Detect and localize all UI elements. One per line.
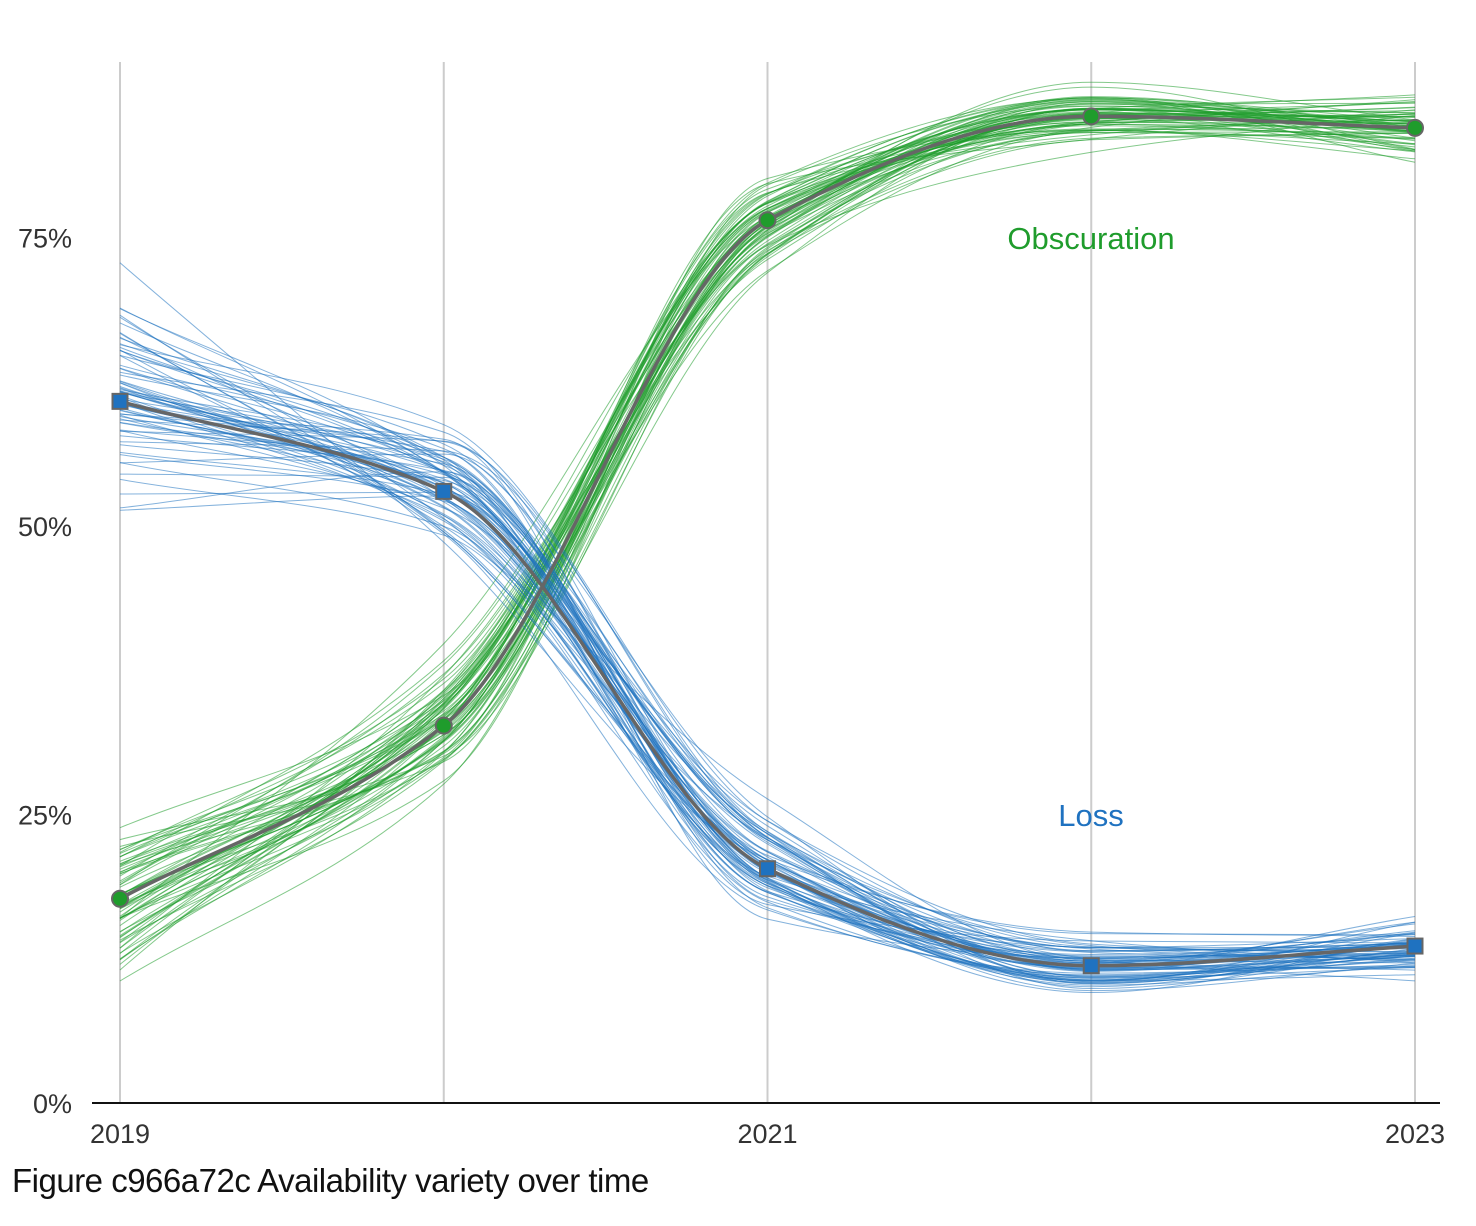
sample-line-loss [119, 367, 1416, 981]
marker-loss [1406, 937, 1424, 955]
sample-line-loss [119, 262, 1416, 937]
sample-line-obscuration [119, 99, 1416, 850]
marker-obscuration [434, 716, 453, 735]
mean-line-obscuration [119, 114, 1416, 901]
marker-obscuration [758, 211, 777, 230]
sample-line-loss [119, 430, 1416, 971]
x-tick-label: 2019 [90, 1119, 150, 1149]
sample-line-obscuration [119, 105, 1416, 875]
sample-line-obscuration [119, 128, 1416, 906]
marker-loss [435, 482, 453, 500]
axes: 0% 25% 50% 75% 2019 2021 2023 [18, 224, 1445, 1150]
sample-line-obscuration [119, 121, 1416, 919]
series-label-obscuration: Obscuration [1007, 221, 1174, 256]
sample-line-loss [119, 322, 1416, 981]
y-tick-label: 75% [18, 224, 72, 254]
marker-obscuration [1082, 107, 1101, 126]
sample-line-loss [119, 389, 1416, 962]
sample-line-loss [119, 349, 1416, 956]
sample-line-obscuration [119, 97, 1416, 919]
sample-line-loss [119, 344, 1416, 960]
sample-line-loss [119, 454, 1416, 969]
sample-line-loss [119, 387, 1416, 965]
y-tick-label: 50% [18, 512, 72, 542]
sample-line-loss [119, 308, 1416, 964]
sample-line-loss [119, 307, 1416, 962]
sample-line-loss [119, 391, 1416, 949]
sample-line-loss [119, 346, 1416, 992]
sample-line-loss [119, 316, 1416, 952]
mean-line-loss [119, 399, 1416, 968]
sample-line-obscuration [119, 108, 1416, 917]
marker-loss [111, 392, 129, 410]
sample-line-obscuration [119, 129, 1416, 866]
sample-line-obscuration [119, 113, 1416, 896]
sample-line-loss [119, 453, 1416, 982]
x-tick-label: 2021 [737, 1119, 797, 1149]
sample-line-loss [119, 418, 1416, 979]
sample-line-obscuration [119, 119, 1416, 895]
data-markers [111, 107, 1424, 975]
series-labels: Obscuration Loss [1007, 221, 1174, 833]
sample-line-loss [119, 343, 1416, 944]
marker-loss [1082, 957, 1100, 975]
sample-line-obscuration [119, 97, 1416, 854]
chart: 0% 25% 50% 75% 2019 2021 2023 Obscuration Loss [18, 62, 1445, 1150]
x-tick-label: 2023 [1385, 1119, 1445, 1149]
figure-caption: Figure c966a72c Availability variety ove… [12, 1162, 649, 1199]
marker-obscuration [1406, 118, 1424, 137]
sample-line-obscuration [119, 102, 1416, 921]
y-tick-label: 25% [18, 801, 72, 831]
sample-line-obscuration [119, 102, 1416, 882]
marker-loss [759, 860, 776, 878]
series-label-loss: Loss [1058, 798, 1123, 833]
sample-line-obscuration [119, 132, 1416, 865]
sample-line-loss [119, 419, 1416, 978]
sample-line-loss [119, 337, 1416, 985]
marker-obscuration [111, 889, 129, 908]
sample-line-obscuration [119, 132, 1416, 910]
y-tick-label: 0% [33, 1089, 72, 1119]
mean-lines [119, 114, 1416, 968]
